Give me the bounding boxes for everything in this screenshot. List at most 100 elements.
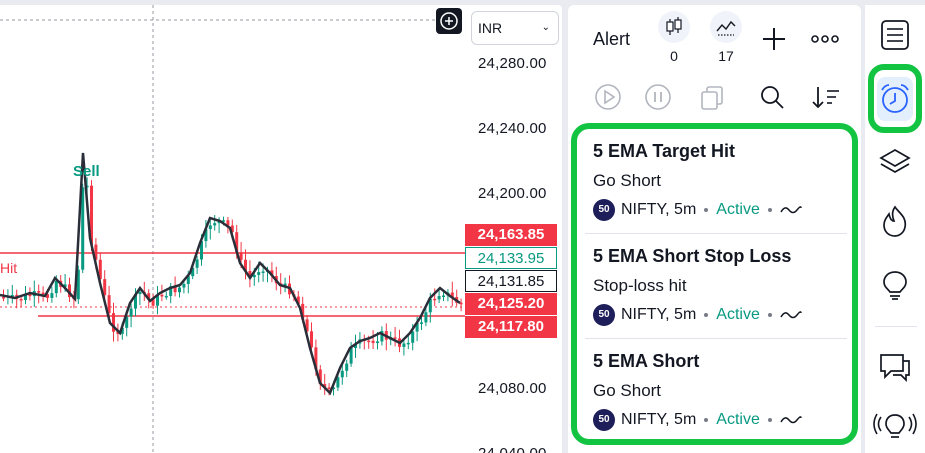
price-axis-label: 24,280.00	[478, 55, 547, 72]
candle-body	[195, 259, 199, 268]
price-tag-alert-upper: 24,163.85	[465, 224, 557, 246]
divider	[585, 233, 847, 234]
candle-body	[437, 296, 441, 300]
wave-icon	[780, 206, 802, 214]
alert-name: 5 EMA Target Hit	[593, 141, 736, 161]
right-toolbar	[865, 5, 925, 453]
alert-meta: 50 NIFTY, 5m Active	[593, 409, 802, 431]
candle-body	[147, 293, 151, 300]
candle-body	[261, 271, 265, 273]
lightbulb-icon[interactable]	[877, 267, 913, 303]
candle-body	[415, 322, 419, 332]
candle-body	[305, 319, 309, 332]
dot-separator	[767, 418, 772, 422]
candle-body	[433, 298, 437, 301]
flame-icon[interactable]	[877, 203, 913, 239]
idea-broadcast-icon[interactable]	[873, 409, 917, 445]
alert-list: 5 EMA Target Hit Go Short 50 NIFTY, 5m A…	[571, 123, 858, 445]
crosshair-add-button[interactable]	[436, 8, 462, 34]
candle-body	[411, 331, 415, 343]
candle-body	[151, 299, 155, 306]
candle-body	[354, 343, 357, 349]
price-axis-label: 24,240.00	[478, 120, 547, 137]
candle-body	[24, 294, 27, 301]
candle-body	[200, 241, 203, 260]
candle-body	[235, 232, 239, 253]
candle-body	[90, 185, 93, 245]
alert-message: Go Short	[593, 381, 662, 400]
candlestick-series	[2, 177, 463, 396]
candle-body	[314, 347, 318, 370]
search-icon[interactable]	[758, 83, 786, 111]
list-item[interactable]: 5 EMA Short Go Short 50 NIFTY, 5m Active	[577, 339, 852, 443]
price-axis-label: 24,200.00	[478, 185, 547, 202]
candle-body	[371, 340, 375, 344]
candle-body	[2, 297, 5, 299]
price-tag-last: 24,125.20	[465, 293, 557, 315]
candle-body	[182, 284, 186, 288]
candle-body	[191, 267, 195, 277]
plus-circle-icon	[440, 12, 458, 30]
candle-body	[349, 348, 353, 364]
candle-body	[178, 287, 181, 293]
symbol-badge: 50	[593, 199, 615, 221]
candle-body	[129, 308, 133, 317]
price-tag-bid: 24,133.95	[465, 247, 557, 269]
candle-body	[424, 312, 428, 323]
price-axis-label: 24,080.00	[478, 380, 547, 397]
add-alert-icon[interactable]	[760, 25, 788, 53]
candle-body	[323, 384, 327, 388]
candle-body	[28, 294, 32, 297]
list-item[interactable]: 5 EMA Target Hit Go Short 50 NIFTY, 5m A…	[577, 129, 852, 233]
stat-triggered-alerts[interactable]: 17	[709, 11, 743, 64]
candle-body	[340, 370, 344, 378]
candle-body	[112, 313, 115, 332]
alert-name: 5 EMA Short	[593, 351, 700, 371]
candle-body	[393, 337, 397, 339]
hit-signal-label: Hit	[0, 260, 18, 276]
candle-body	[332, 387, 335, 390]
copy-icon[interactable]	[698, 83, 726, 111]
alert-meta: 50 NIFTY, 5m Active	[593, 199, 802, 221]
candle-body	[173, 286, 177, 293]
candle-body	[336, 377, 340, 388]
sort-icon[interactable]	[810, 83, 842, 111]
candles-icon	[666, 17, 682, 35]
candle-body	[204, 229, 208, 242]
chevron-down-icon: ⌄	[541, 22, 550, 33]
candle-body	[283, 283, 287, 286]
candle-body	[380, 331, 384, 342]
currency-select[interactable]: INR ⌄	[471, 11, 559, 45]
candle-body	[156, 294, 159, 306]
chart-pane[interactable]: Sell Hit INR ⌄ 24,280.00 24,240.00 24,20…	[0, 5, 562, 453]
watchlist-icon[interactable]	[877, 17, 913, 53]
stat-count: 17	[718, 48, 734, 64]
alerts-tab-highlight[interactable]	[868, 64, 922, 133]
dot-separator	[704, 313, 709, 317]
candle-body	[107, 295, 111, 314]
candle-body	[248, 270, 252, 278]
stat-active-alerts[interactable]: 0	[657, 11, 691, 64]
candle-body	[252, 274, 256, 278]
pause-icon[interactable]	[644, 83, 672, 111]
play-icon[interactable]	[594, 83, 622, 111]
candle-body	[19, 299, 23, 301]
candle-body	[186, 276, 190, 285]
alert-status: Active	[716, 306, 760, 323]
alert-panel: Alert 0 17	[568, 5, 861, 453]
candle-body	[327, 387, 331, 389]
chat-icon[interactable]	[877, 349, 913, 385]
dot-separator	[767, 208, 772, 212]
candle-body	[420, 322, 423, 324]
layers-icon[interactable]	[877, 144, 913, 180]
alert-symbol: NIFTY, 5m	[621, 411, 697, 428]
candle-body	[46, 294, 49, 298]
candle-body	[98, 259, 102, 280]
more-options-icon[interactable]	[810, 29, 840, 49]
price-chart[interactable]	[0, 5, 562, 453]
list-item[interactable]: 5 EMA Short Stop Loss Stop-loss hit 50 N…	[577, 234, 852, 338]
dot-separator	[704, 208, 709, 212]
candle-body	[230, 225, 234, 233]
candle-body	[239, 252, 243, 260]
candle-body	[406, 342, 410, 345]
